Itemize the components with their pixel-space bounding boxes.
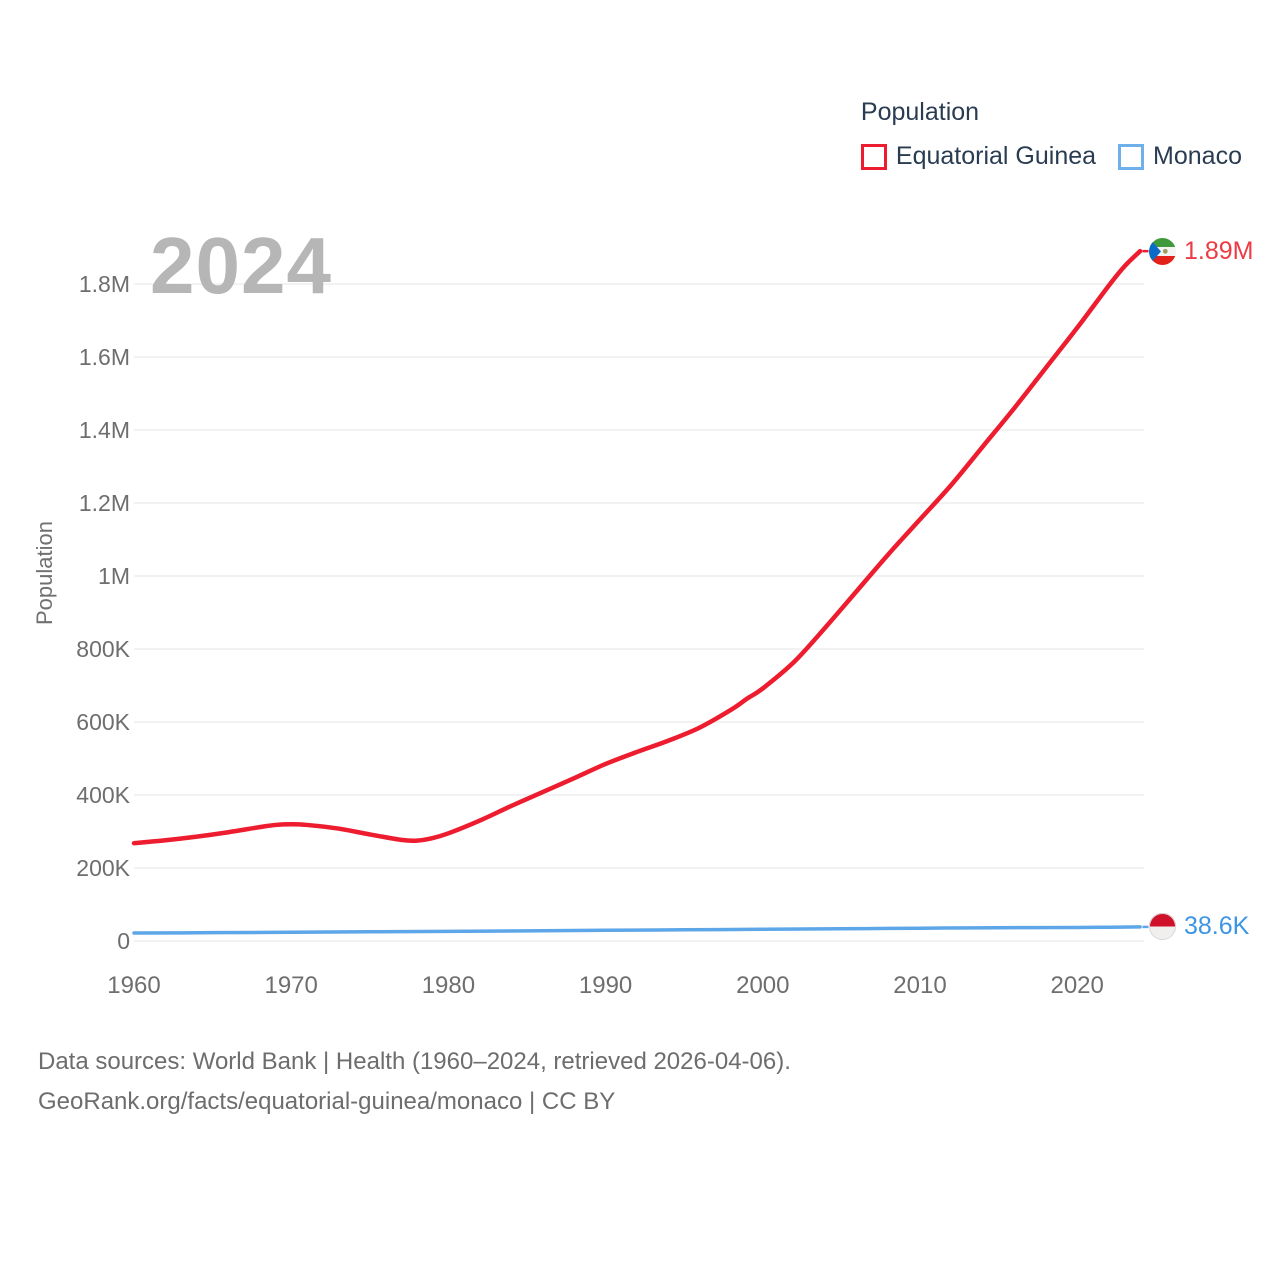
attribution-footer: Data sources: World Bank | Health (1960–…: [38, 1042, 791, 1122]
y-tick-label: 1.2M: [78, 490, 130, 516]
x-tick-label: 1960: [107, 972, 161, 999]
data-sources-line: Data sources: World Bank | Health (1960–…: [38, 1048, 791, 1075]
series-line-monaco: [132, 925, 1142, 935]
y-tick-label: 600K: [76, 709, 130, 735]
equatorial-guinea-swatch-icon: [860, 143, 887, 170]
legend-item-label: Monaco: [1153, 142, 1242, 170]
x-tick-label: 1980: [421, 972, 476, 999]
equatorial-guinea-end-label: 1.89M: [1149, 237, 1253, 265]
monaco-flag-icon: [1149, 913, 1176, 941]
x-tick-label: 2010: [893, 972, 947, 999]
x-tick-label: 1990: [578, 972, 633, 999]
x-tick-label: 1970: [264, 972, 318, 999]
x-tick-label: 2020: [1050, 972, 1104, 999]
y-tick-label: 200K: [76, 855, 130, 881]
y-tick-label: 1.8M: [78, 271, 130, 297]
legend-item-monaco[interactable]: Monaco: [1118, 142, 1242, 171]
legend-title: Population: [860, 98, 980, 126]
legend-item-equatorial-guinea[interactable]: Equatorial Guinea: [860, 142, 1097, 171]
y-tick-label: 1.4M: [78, 417, 130, 443]
legend: Population Equatorial Guinea Monaco: [860, 98, 1242, 171]
equatorial-guinea-end-value: 1.89M: [1184, 236, 1254, 265]
y-axis-title: Population: [32, 521, 57, 625]
y-tick-label: 1.6M: [78, 344, 130, 370]
y-tick-label: 800K: [76, 636, 130, 662]
y-tick-label: 0: [117, 928, 130, 954]
y-tick-label: 400K: [76, 782, 130, 808]
monaco-swatch-icon: [1118, 143, 1145, 170]
series-line-equatorial-guinea: [131, 248, 1143, 846]
legend-item-label: Equatorial Guinea: [895, 142, 1097, 170]
x-tick-label: 2000: [736, 972, 790, 999]
source-url-line: GeoRank.org/facts/equatorial-guinea/mona…: [38, 1088, 616, 1115]
monaco-end-label: 38.6K: [1149, 913, 1249, 941]
equatorial-guinea-flag-icon: [1149, 237, 1176, 265]
y-tick-label: 1M: [98, 563, 130, 589]
monaco-end-value: 38.6K: [1184, 912, 1250, 941]
legend-items: Equatorial Guinea Monaco: [860, 142, 1242, 171]
